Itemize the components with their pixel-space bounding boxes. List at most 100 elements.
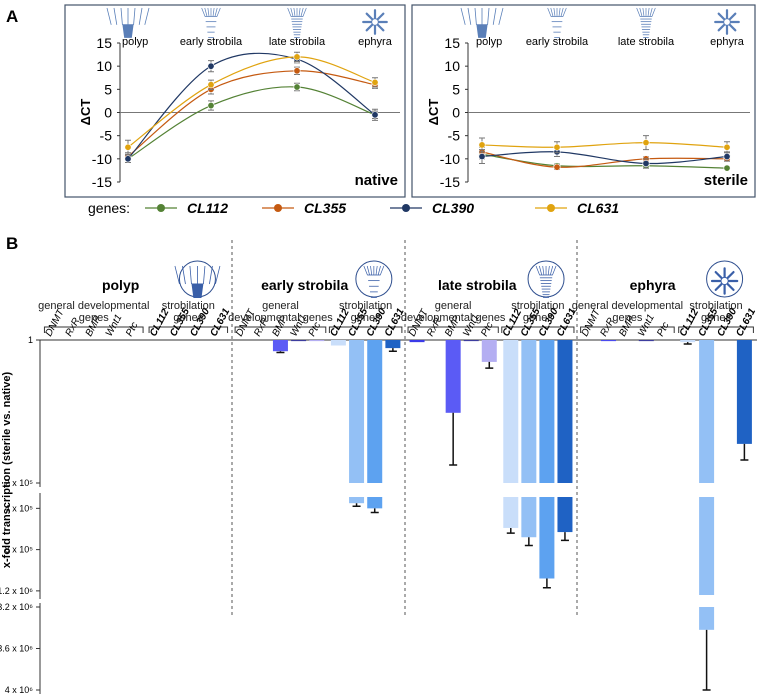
icon-stroke (723, 18, 731, 26)
group-label: strobilation genes (161, 300, 215, 324)
icon-stroke (290, 7, 294, 17)
icon-stroke (212, 7, 215, 17)
point (207, 62, 215, 70)
icon-stroke (550, 7, 554, 17)
error-bar (276, 351, 285, 354)
icon-stroke (191, 283, 204, 298)
icon-stroke (106, 7, 112, 25)
icon-stroke (649, 7, 653, 17)
error-bar (388, 348, 397, 352)
bar (349, 497, 365, 504)
point (642, 139, 650, 147)
stage-icon (714, 9, 740, 35)
icon-stroke (375, 265, 378, 276)
stage-icon (363, 265, 385, 298)
icon-stroke (370, 265, 373, 276)
icon-stroke (182, 265, 186, 285)
icon-stroke (549, 265, 554, 276)
icon-stroke (639, 7, 643, 17)
icon-stroke (726, 270, 735, 280)
y-tick-label: 1.2 x 10⁶ (0, 586, 33, 596)
icon-stroke (636, 7, 641, 17)
y-tick-label: 3.6 x 10⁶ (0, 644, 33, 654)
point (207, 102, 215, 110)
y-tick-label: 0 (104, 105, 112, 121)
y-tick-label: -5 (448, 128, 461, 144)
icon-stroke (547, 7, 552, 17)
error-bar (542, 578, 551, 589)
point (723, 143, 731, 151)
group-bracket (678, 326, 754, 333)
y-tick-label: 15 (96, 35, 112, 51)
icon-stroke (651, 7, 656, 17)
stage-icon (710, 267, 739, 295)
legend-marker (402, 204, 410, 212)
icon-stroke (487, 7, 490, 25)
icon-stroke (560, 7, 564, 17)
legend-label: CL390 (432, 200, 474, 216)
y-axis-label: ΔCT (426, 99, 441, 126)
icon-stroke (215, 265, 221, 285)
legend-label: CL631 (577, 200, 619, 216)
icon-stroke (476, 24, 488, 38)
point (371, 78, 379, 86)
bar (699, 497, 715, 595)
bar (638, 340, 654, 342)
icon-stroke (204, 7, 208, 17)
point (553, 163, 561, 171)
stage-icon (174, 265, 221, 298)
x-tick-label: late strobila (269, 36, 326, 48)
point (723, 164, 731, 172)
stage-icon (547, 7, 567, 38)
icon-stroke (492, 7, 497, 25)
icon-stroke (728, 23, 737, 32)
error-bar (560, 532, 569, 542)
icon-stroke (558, 7, 561, 17)
icon-stroke (298, 7, 301, 17)
bar (367, 497, 383, 509)
point (293, 67, 301, 75)
bar (557, 497, 573, 533)
icon-stroke (302, 7, 307, 17)
panel-frame (64, 4, 406, 198)
chart-annotation: native (355, 172, 398, 189)
group-bracket (501, 326, 575, 333)
y-tick-label: -15 (92, 174, 112, 190)
icon-stroke (547, 265, 550, 276)
legend-label: CL112 (187, 200, 228, 216)
icon-stroke (542, 265, 545, 276)
panel-label: A (6, 7, 18, 26)
icon-stroke (209, 265, 213, 285)
stage-icon-frame (355, 260, 393, 298)
x-tick-label: early strobila (180, 36, 243, 48)
y-tick-label: -10 (440, 151, 460, 167)
y-tick-label: 10 (96, 58, 112, 74)
error-bar (702, 629, 711, 691)
bar (309, 340, 325, 342)
icon-stroke (539, 265, 543, 276)
icon-stroke (728, 12, 737, 21)
stage-icon-frame (527, 260, 565, 298)
group-label: strobilation genes (339, 300, 393, 324)
bar (385, 340, 401, 349)
point (207, 81, 215, 89)
icon-stroke (287, 7, 292, 17)
point (478, 153, 486, 161)
bar (330, 340, 346, 346)
line (127, 52, 376, 160)
line (481, 151, 728, 168)
y-axis-label: ΔCT (78, 99, 93, 126)
line (127, 70, 376, 157)
group-bracket (148, 326, 229, 333)
stage-icon (201, 7, 221, 38)
point (371, 111, 379, 119)
icon-stroke (460, 7, 466, 25)
bar (445, 340, 461, 413)
icon-stroke (214, 7, 218, 17)
group-bracket (407, 326, 499, 333)
stage-label: ephyra (630, 277, 676, 293)
error-bar (740, 443, 749, 461)
group-bracket (43, 326, 144, 333)
icon-stroke (363, 265, 368, 276)
